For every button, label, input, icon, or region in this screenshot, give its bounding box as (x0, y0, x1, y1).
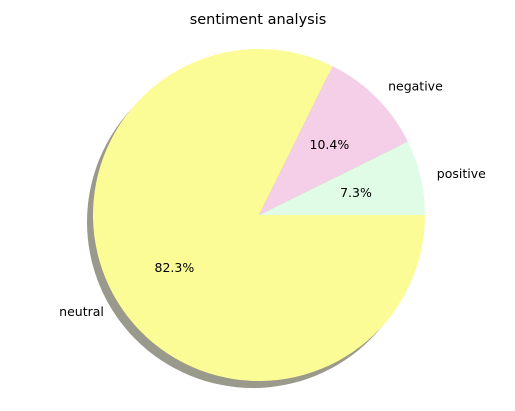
pie-labels: positive 7.3% negative 10.4% neutral 82.3% (59, 78, 486, 319)
slice-percent-positive: 7.3% (340, 185, 372, 200)
chart-title: sentiment analysis (190, 12, 327, 28)
pie-slices (93, 49, 426, 382)
pie-slice-neutral (93, 49, 426, 382)
pie-slice-positive (259, 141, 425, 215)
slice-label-neutral: neutral (59, 304, 104, 319)
slice-percent-negative: 10.4% (310, 137, 350, 152)
pie-slice-negative (259, 66, 408, 215)
slice-label-negative: negative (388, 78, 443, 93)
slice-label-positive: positive (437, 166, 486, 181)
slice-percent-neutral: 82.3% (155, 260, 195, 275)
